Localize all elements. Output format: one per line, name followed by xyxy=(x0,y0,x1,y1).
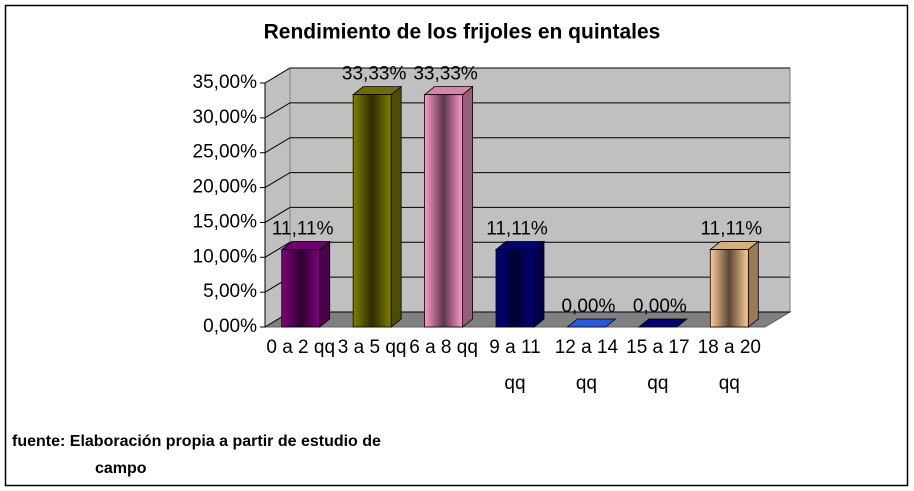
x-tick-label: 6 a 8 qq xyxy=(409,337,478,358)
x-tick-label: 15 a 17 qq xyxy=(626,337,690,394)
value-label: 0,00% xyxy=(561,296,615,317)
grid-line xyxy=(264,102,790,119)
bar-side xyxy=(462,85,473,328)
bar xyxy=(281,249,321,328)
grid-line xyxy=(264,137,790,154)
bar xyxy=(352,94,392,328)
bar-top xyxy=(637,318,688,328)
x-tick-label: 3 a 5 qq xyxy=(337,337,407,358)
grid-line xyxy=(264,172,790,189)
bar-side xyxy=(390,85,402,328)
bar xyxy=(709,249,749,328)
source-note: fuente: Elaboración propia a partir de e… xyxy=(12,433,381,477)
grid-line xyxy=(264,241,790,258)
y-tick-label: 25,00% xyxy=(193,142,258,163)
y-tick-label: 35,00% xyxy=(193,72,258,93)
value-label: 33,33% xyxy=(342,64,407,85)
bar-side xyxy=(319,240,331,328)
value-label: 11,11% xyxy=(272,219,334,240)
value-label: 11,11% xyxy=(700,219,762,240)
y-tick-label: 30,00% xyxy=(193,107,258,128)
bar-side xyxy=(747,240,759,328)
bar xyxy=(495,249,535,328)
value-label: 33,33% xyxy=(413,64,478,85)
y-tick-label: 5,00% xyxy=(203,281,257,302)
bar-side xyxy=(533,240,545,328)
bar xyxy=(424,94,463,328)
y-tick-label: 0,00% xyxy=(203,316,257,337)
y-tick-label: 15,00% xyxy=(193,211,258,232)
y-tick-label: 20,00% xyxy=(193,177,258,198)
x-tick-label: 18 a 20 qq xyxy=(697,337,761,394)
value-label: 0,00% xyxy=(633,296,687,317)
x-tick-label: 0 a 2 qq xyxy=(266,337,336,358)
y-tick-label: 10,00% xyxy=(193,246,258,267)
bar-top xyxy=(566,318,617,328)
x-tick-label: 9 a 11 qq xyxy=(489,337,541,394)
x-tick-label: 12 a 14 qq xyxy=(554,337,619,394)
chart-title: Rendimiento de los frijoles en quintales xyxy=(264,21,661,44)
grid-line xyxy=(264,206,790,223)
value-label: 11,11% xyxy=(486,219,548,240)
grid-line xyxy=(264,67,790,84)
